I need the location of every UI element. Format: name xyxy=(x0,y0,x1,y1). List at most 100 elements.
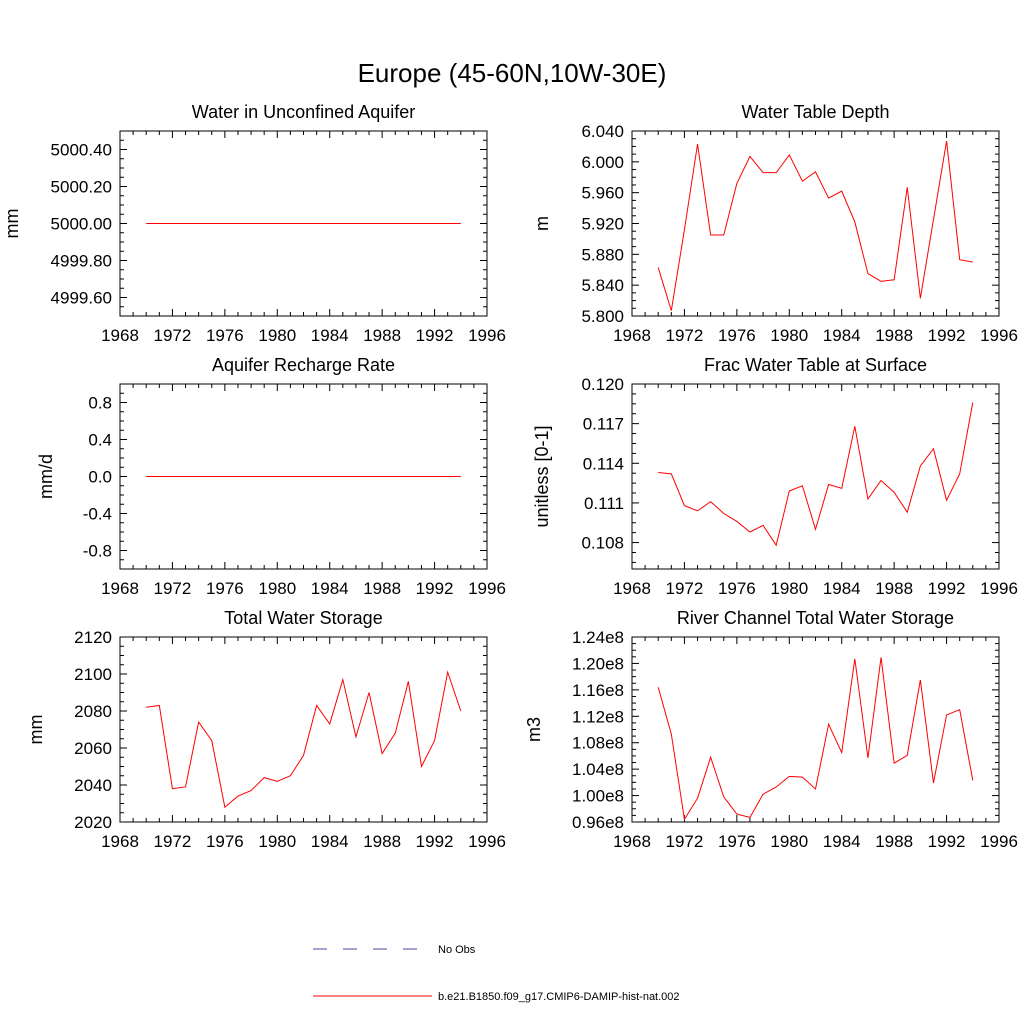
chart-5-xtick-label: 1984 xyxy=(311,832,349,851)
chart-4-ylabel: unitless [0-1] xyxy=(532,425,552,527)
chart-1: Water in Unconfined Aquifer mm 1968 1972 197… xyxy=(2,102,506,345)
chart-3: Aquifer Recharge Rate mm/d 1968 1972 1976 198… xyxy=(36,355,506,598)
chart-6-xtick-label: 1992 xyxy=(928,832,966,851)
chart-1-ytick-label: 4999.80 xyxy=(51,252,112,271)
chart-2-xtick-label: 1984 xyxy=(823,326,861,345)
chart-3-ytick-label: -0.4 xyxy=(83,505,112,524)
chart-5-xtick-label: 1988 xyxy=(363,832,401,851)
chart-2-xtick-label: 1968 xyxy=(613,326,651,345)
chart-3-xtick-label: 1972 xyxy=(154,579,192,598)
chart-2: Water Table Depth m 1968 1972 1976 1980 1984 19… xyxy=(532,102,1018,345)
chart-6-ytick-label: 1.16e8 xyxy=(572,681,624,700)
chart-4-xtick-label: 1972 xyxy=(666,579,704,598)
chart-4: Frac Water Table at Surface unitless [0-1… xyxy=(532,355,1018,598)
chart-4-ytick-label: 0.111 xyxy=(584,494,624,513)
chart-6-xtick-label: 1984 xyxy=(823,832,861,851)
chart-6-ytick-label: 1.24e8 xyxy=(572,628,624,647)
chart-5-ylabel: mm xyxy=(26,715,46,745)
chart-6-ytick-label: 1.00e8 xyxy=(572,787,624,806)
chart-4-title: Frac Water Table at Surface xyxy=(704,355,927,375)
chart-6-series-line xyxy=(657,657,974,821)
chart-5-ytick-label: 2100 xyxy=(74,665,112,684)
chart-6-ytick-label: 1.08e8 xyxy=(572,734,624,753)
chart-4-xtick-label: 1988 xyxy=(875,579,913,598)
chart-5: Total Water Storage mm 1968 1972 1976 1980 198… xyxy=(26,608,506,851)
chart-1-ylabel: mm xyxy=(2,209,22,239)
chart-1-xtick-label: 1992 xyxy=(416,326,454,345)
chart-4-xtick-label: 1980 xyxy=(770,579,808,598)
chart-1-xtick-label: 1980 xyxy=(258,326,296,345)
chart-5-ytick-label: 2120 xyxy=(74,628,112,647)
chart-1-xtick-label: 1972 xyxy=(154,326,192,345)
chart-2-ytick-label: 6.000 xyxy=(581,153,624,172)
chart-6-ytick-label: 0.96e8 xyxy=(572,813,624,832)
chart-5-xtick-label: 1996 xyxy=(468,832,506,851)
chart-2-ytick-label: 5.960 xyxy=(581,184,624,203)
chart-panels: Water in Unconfined Aquifer mm 1968 1972 197… xyxy=(2,102,1018,851)
chart-5-ytick-label: 2080 xyxy=(74,702,112,721)
chart-3-xtick-label: 1996 xyxy=(468,579,506,598)
chart-5-frame xyxy=(119,636,488,823)
chart-6-ytick-label: 1.04e8 xyxy=(572,760,624,779)
chart-6-xtick-label: 1976 xyxy=(718,832,756,851)
chart-2-xtick-label: 1976 xyxy=(718,326,756,345)
chart-6-xtick-label: 1968 xyxy=(613,832,651,851)
chart-1-ytick-label: 5000.40 xyxy=(51,141,112,160)
chart-1-ytick-label: 5000.20 xyxy=(51,178,112,197)
chart-6-ytick-label: 1.20e8 xyxy=(572,654,624,673)
chart-3-xtick-label: 1992 xyxy=(416,579,454,598)
chart-1-xtick-label: 1984 xyxy=(311,326,349,345)
chart-5-xtick-label: 1976 xyxy=(206,832,244,851)
chart-5-xtick-label: 1968 xyxy=(101,832,139,851)
chart-3-xtick-label: 1976 xyxy=(206,579,244,598)
chart-6-xtick-label: 1972 xyxy=(666,832,704,851)
chart-3-ytick-label: -0.8 xyxy=(83,542,112,561)
chart-2-ylabel: m xyxy=(532,216,552,231)
chart-1-xtick-label: 1988 xyxy=(363,326,401,345)
chart-2-ytick-label: 5.840 xyxy=(581,276,624,295)
chart-5-ytick-label: 2040 xyxy=(74,776,112,795)
chart-1-xtick-label: 1968 xyxy=(101,326,139,345)
chart-1-xtick-label: 1976 xyxy=(206,326,244,345)
chart-1-xtick-label: 1996 xyxy=(468,326,506,345)
chart-2-xtick-label: 1988 xyxy=(875,326,913,345)
chart-5-ytick-label: 2060 xyxy=(74,739,112,758)
chart-3-xtick-label: 1984 xyxy=(311,579,349,598)
chart-6-title: River Channel Total Water Storage xyxy=(677,608,954,628)
chart-2-xtick-label: 1980 xyxy=(770,326,808,345)
legend: No Obs b.e21.B1850.f09_g17.CMIP6-DAMIP-hi… xyxy=(313,944,680,1003)
figure-title: Europe (45-60N,10W-30E) xyxy=(358,58,667,88)
chart-5-xtick-label: 1980 xyxy=(258,832,296,851)
chart-2-series-line xyxy=(657,140,973,311)
chart-4-xtick-label: 1984 xyxy=(823,579,861,598)
chart-2-xtick-label: 1996 xyxy=(980,326,1018,345)
chart-6-xtick-label: 1996 xyxy=(980,832,1018,851)
chart-5-xtick-label: 1992 xyxy=(416,832,454,851)
chart-2-xtick-label: 1972 xyxy=(666,326,704,345)
chart-3-ylabel: mm/d xyxy=(36,454,56,499)
chart-4-xtick-label: 1976 xyxy=(718,579,756,598)
chart-5-title: Total Water Storage xyxy=(224,608,382,628)
chart-5-series-line xyxy=(146,670,462,809)
chart-6: River Channel Total Water Storage m3 1968 1… xyxy=(524,608,1018,851)
chart-6-ytick-label: 1.12e8 xyxy=(572,707,624,726)
chart-2-ytick-label: 6.040 xyxy=(581,122,624,141)
legend-label: No Obs xyxy=(438,944,476,956)
chart-5-ytick-label: 2020 xyxy=(74,813,112,832)
chart-4-frame xyxy=(631,383,1000,570)
chart-5-xtick-label: 1972 xyxy=(154,832,192,851)
chart-4-xtick-label: 1992 xyxy=(928,579,966,598)
chart-3-ytick-label: 0.8 xyxy=(88,394,112,413)
chart-3-xtick-label: 1980 xyxy=(258,579,296,598)
chart-2-ytick-label: 5.920 xyxy=(581,215,624,234)
chart-6-xtick-label: 1980 xyxy=(770,832,808,851)
chart-1-title: Water in Unconfined Aquifer xyxy=(192,102,415,122)
chart-3-title: Aquifer Recharge Rate xyxy=(212,355,395,375)
chart-4-xtick-label: 1968 xyxy=(613,579,651,598)
legend-label: b.e21.B1850.f09_g17.CMIP6-DAMIP-hist-nat… xyxy=(438,991,680,1003)
chart-2-title: Water Table Depth xyxy=(741,102,889,122)
chart-2-ytick-label: 5.800 xyxy=(581,307,624,326)
chart-3-xtick-label: 1988 xyxy=(363,579,401,598)
chart-4-ytick-label: 0.120 xyxy=(581,375,624,394)
